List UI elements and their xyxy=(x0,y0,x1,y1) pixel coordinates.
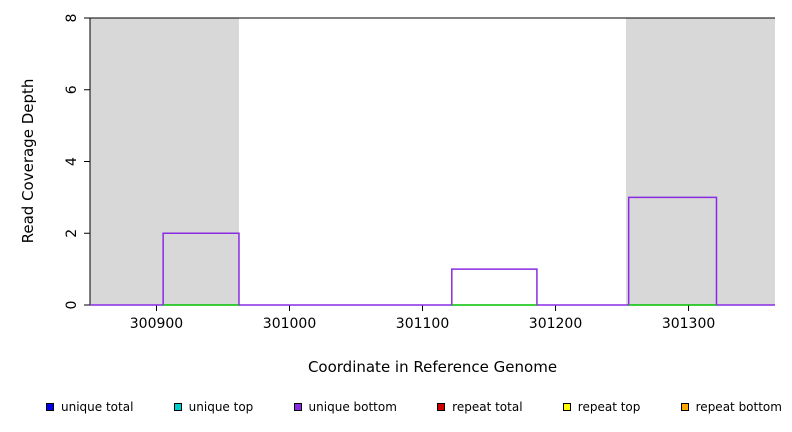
y-axis-label: Read Coverage Depth xyxy=(19,78,37,244)
shaded-region xyxy=(90,18,239,305)
legend-item-unique-total: unique total xyxy=(46,400,133,414)
legend-label: unique total xyxy=(61,400,134,414)
y-tick-label: 4 xyxy=(64,157,80,166)
legend: unique total unique top unique bottom repea… xyxy=(46,400,782,414)
x-tick-label: 301100 xyxy=(396,316,449,332)
legend-swatch xyxy=(173,403,182,411)
legend-item-repeat-top: repeat top xyxy=(562,400,641,414)
shaded-region xyxy=(626,18,775,305)
legend-item-unique-top: unique top xyxy=(173,400,254,414)
y-tick-label: 8 xyxy=(64,14,80,23)
legend-swatch xyxy=(562,403,571,411)
legend-item-unique-bottom: unique bottom xyxy=(293,400,397,414)
legend-label: repeat top xyxy=(577,400,641,414)
y-tick-label: 6 xyxy=(64,85,80,94)
legend-swatch xyxy=(437,403,446,411)
legend-label: repeat total xyxy=(452,400,523,414)
y-tick-label: 0 xyxy=(64,301,80,310)
y-tick-label: 2 xyxy=(64,229,80,238)
x-tick-label: 301300 xyxy=(662,316,715,332)
legend-item-repeat-total: repeat total xyxy=(437,400,523,414)
legend-swatch xyxy=(293,403,302,411)
legend-label: unique top xyxy=(188,400,254,414)
x-tick-label: 301000 xyxy=(263,316,316,332)
legend-label: unique bottom xyxy=(308,400,397,414)
x-tick-label: 301200 xyxy=(529,316,582,332)
x-tick-label: 300900 xyxy=(130,316,183,332)
legend-swatch xyxy=(680,403,689,411)
series-unique-bottom xyxy=(90,196,775,306)
legend-swatch xyxy=(46,403,54,411)
legend-item-repeat-bottom: repeat bottom xyxy=(680,400,782,414)
legend-label: repeat bottom xyxy=(695,400,782,414)
x-axis-label: Coordinate in Reference Genome xyxy=(307,358,558,376)
